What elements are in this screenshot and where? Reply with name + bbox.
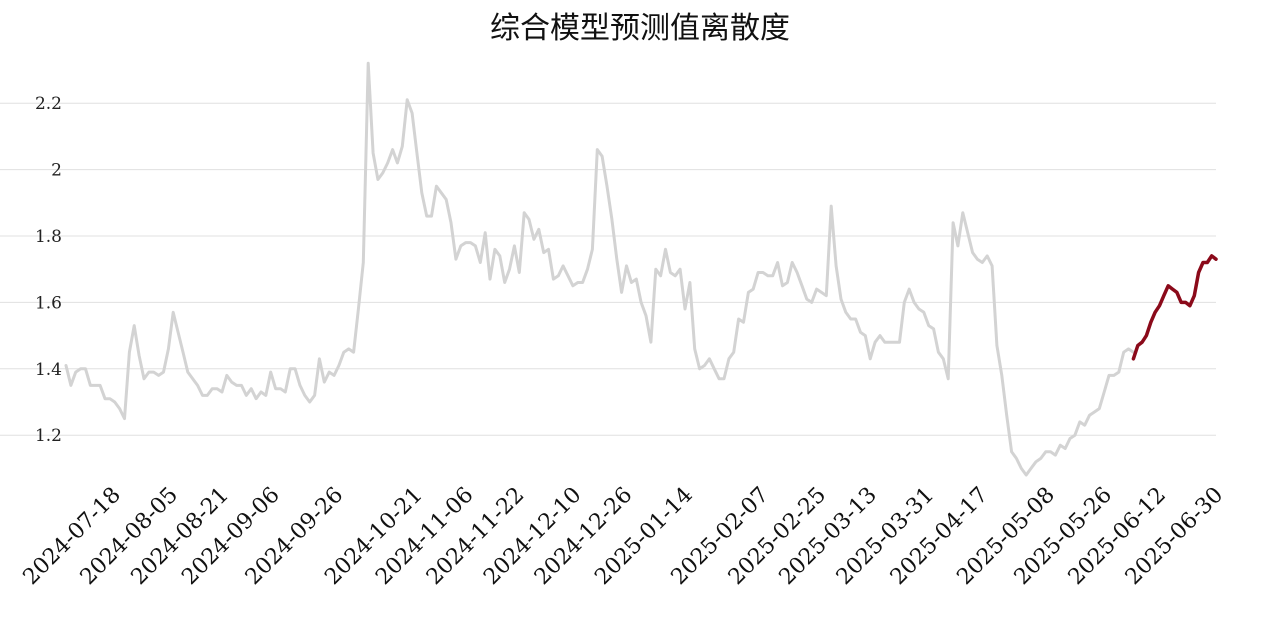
- y-tick-label: 1.2: [35, 426, 62, 446]
- gridlines: [0, 102, 1216, 436]
- series-line-recent: [1131, 254, 1218, 361]
- y-tick-label: 1.6: [35, 293, 62, 313]
- series-lines: [64, 61, 1218, 477]
- x-axis-tick-labels: 2024-07-182024-08-052024-08-212024-09-06…: [19, 483, 1229, 590]
- y-axis-tick-labels: 1.2 1.4 1.6 1.8 2 2.2: [35, 94, 62, 446]
- y-tick-label: 2: [51, 161, 62, 181]
- x-tick-label: 2024-07-18: [19, 483, 126, 590]
- series-line-history: [64, 61, 1135, 477]
- y-tick-label: 1.8: [35, 227, 62, 247]
- y-tick-label: 1.4: [35, 360, 62, 380]
- chart-title: 综合模型预测值离散度: [490, 11, 790, 46]
- y-tick-label: 2.2: [35, 94, 62, 114]
